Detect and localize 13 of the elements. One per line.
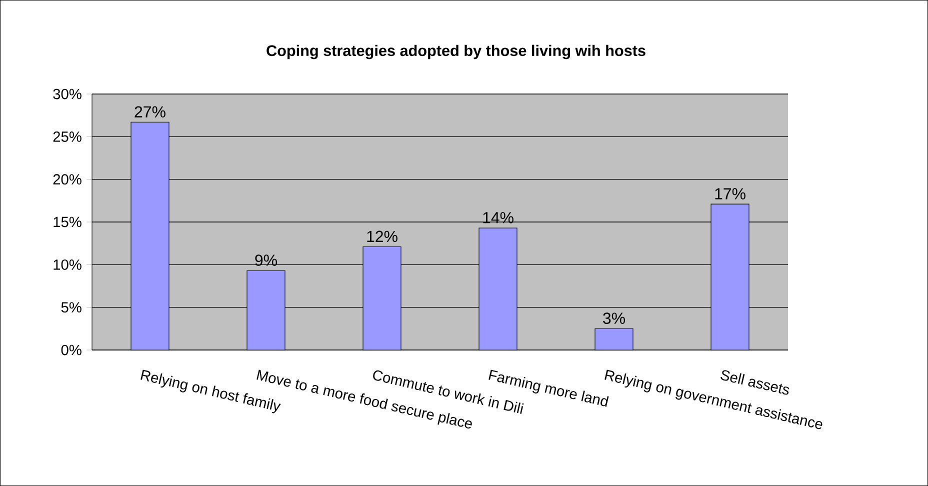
y-tick-label: 0% [61,344,82,356]
chart-title: Coping strategies adopted by those living wih hosts [266,44,646,60]
data-label: 27% [134,106,166,118]
y-tick-label: 15% [54,216,82,228]
y-tick-label: 25% [53,131,82,142]
y-tick-label: 30% [53,88,82,100]
y-tick-label: 10% [54,259,82,270]
y-tick-label: 5% [61,302,82,312]
data-label: 17% [715,188,746,200]
y-tick-label: 20% [53,174,82,185]
data-label: 3% [603,312,625,324]
data-label: 14% [483,212,514,224]
data-label: 12% [367,230,398,242]
